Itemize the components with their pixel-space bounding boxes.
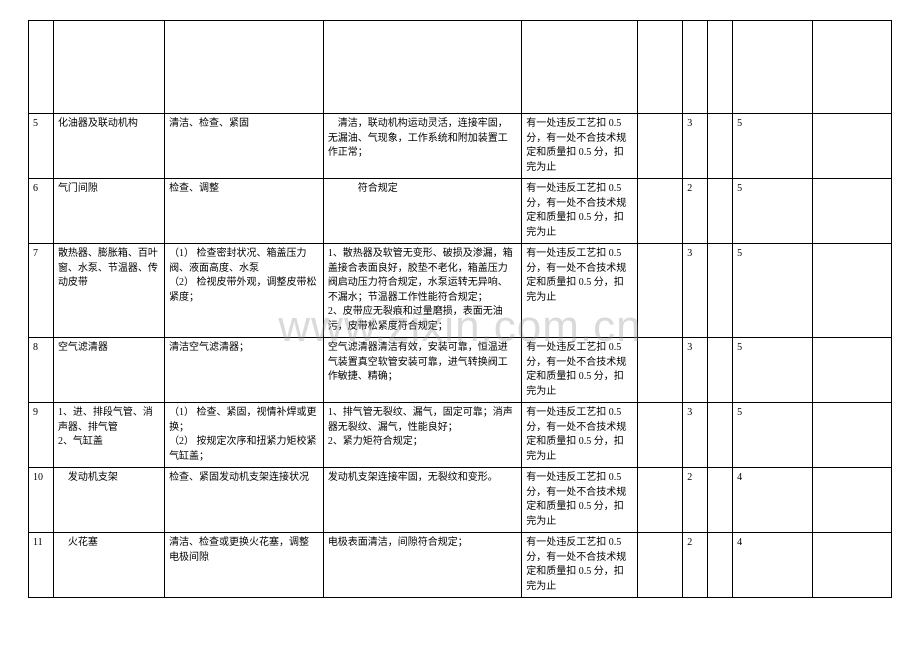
row-number: 6 bbox=[29, 179, 54, 244]
table-row: 6气门间隙检查、调整 符合规定有一处违反工艺扣 0.5 分，有一处不合技术规定和… bbox=[29, 179, 892, 244]
col-7 bbox=[708, 114, 733, 179]
row-number: 5 bbox=[29, 114, 54, 179]
col-9 bbox=[812, 114, 891, 179]
col-8: 5 bbox=[733, 244, 812, 338]
item-name: 火花塞 bbox=[53, 533, 164, 598]
col-6: 2 bbox=[683, 468, 708, 533]
col-5 bbox=[637, 403, 682, 468]
scoring-rule: 有一处违反工艺扣 0.5 分，有一处不合技术规定和质量扣 0.5 分，扣完为止 bbox=[522, 114, 638, 179]
col-6 bbox=[683, 21, 708, 114]
col-6: 3 bbox=[683, 403, 708, 468]
col-8: 5 bbox=[733, 179, 812, 244]
work-content: （1） 检查密封状况、箱盖压力阀、液面高度、水泵（2） 检视皮带外观，调整皮带松… bbox=[165, 244, 324, 338]
col-6: 2 bbox=[683, 179, 708, 244]
col-9 bbox=[812, 338, 891, 403]
col-7 bbox=[708, 179, 733, 244]
item-name: 散热器、膨胀箱、百叶窗、水泵、节温器、传动皮带 bbox=[53, 244, 164, 338]
col-8: 5 bbox=[733, 114, 812, 179]
work-content: 清洁、检查、紧固 bbox=[165, 114, 324, 179]
scoring-rule: 有一处违反工艺扣 0.5 分，有一处不合技术规定和质量扣 0.5 分，扣完为止 bbox=[522, 179, 638, 244]
tech-requirement: 电极表面清洁，间隙符合规定； bbox=[323, 533, 521, 598]
tech-requirement: 1、排气管无裂纹、漏气，固定可靠；消声器无裂纹、漏气，性能良好；2、紧力矩符合规… bbox=[323, 403, 521, 468]
table-row: 8空气滤清器清洁空气滤清器；空气滤清器清洁有效，安装可靠，恒温进气装置真空软管安… bbox=[29, 338, 892, 403]
col-5 bbox=[637, 533, 682, 598]
col-8: 4 bbox=[733, 468, 812, 533]
col-5 bbox=[637, 179, 682, 244]
col-9 bbox=[812, 468, 891, 533]
col-5 bbox=[637, 21, 682, 114]
col-7 bbox=[708, 403, 733, 468]
work-content: 清洁、检查或更换火花塞，调整电极间隙 bbox=[165, 533, 324, 598]
table-row: 5化油器及联动机构清洁、检查、紧固 清洁，联动机构运动灵活，连接牢固，无漏油、气… bbox=[29, 114, 892, 179]
scoring-rule: 有一处违反工艺扣 0.5 分，有一处不合技术规定和质量扣 0.5 分，扣完为止 bbox=[522, 533, 638, 598]
content-table: 5化油器及联动机构清洁、检查、紧固 清洁，联动机构运动灵活，连接牢固，无漏油、气… bbox=[28, 20, 892, 598]
tech-requirement bbox=[323, 21, 521, 114]
item-name: 空气滤清器 bbox=[53, 338, 164, 403]
col-6: 3 bbox=[683, 244, 708, 338]
col-5 bbox=[637, 114, 682, 179]
col-5 bbox=[637, 468, 682, 533]
tech-requirement: 发动机支架连接牢固，无裂纹和变形。 bbox=[323, 468, 521, 533]
row-number: 11 bbox=[29, 533, 54, 598]
table-row: 91、进、排段气管、消声器、排气管2、气缸盖（1） 检查、紧固，视情补焊或更换；… bbox=[29, 403, 892, 468]
table-row: 7散热器、膨胀箱、百叶窗、水泵、节温器、传动皮带（1） 检查密封状况、箱盖压力阀… bbox=[29, 244, 892, 338]
col-7 bbox=[708, 468, 733, 533]
scoring-rule: 有一处违反工艺扣 0.5 分，有一处不合技术规定和质量扣 0.5 分，扣完为止 bbox=[522, 403, 638, 468]
table-row: 11 火花塞清洁、检查或更换火花塞，调整电极间隙电极表面清洁，间隙符合规定；有一… bbox=[29, 533, 892, 598]
tech-requirement: 符合规定 bbox=[323, 179, 521, 244]
table-row bbox=[29, 21, 892, 114]
col-7 bbox=[708, 338, 733, 403]
col-7 bbox=[708, 21, 733, 114]
work-content bbox=[165, 21, 324, 114]
tech-requirement: 空气滤清器清洁有效，安装可靠，恒温进气装置真空软管安装可靠，进气转换阀工作敏捷、… bbox=[323, 338, 521, 403]
tech-requirement: 清洁，联动机构运动灵活，连接牢固，无漏油、气现象，工作系统和附加装置工作正常； bbox=[323, 114, 521, 179]
col-9 bbox=[812, 244, 891, 338]
col-8 bbox=[733, 21, 812, 114]
scoring-rule: 有一处违反工艺扣 0.5 分，有一处不合技术规定和质量扣 0.5 分，扣完为止 bbox=[522, 244, 638, 338]
col-9 bbox=[812, 21, 891, 114]
col-6: 2 bbox=[683, 533, 708, 598]
row-number: 8 bbox=[29, 338, 54, 403]
col-8: 4 bbox=[733, 533, 812, 598]
col-8: 5 bbox=[733, 338, 812, 403]
col-5 bbox=[637, 244, 682, 338]
item-name bbox=[53, 21, 164, 114]
col-9 bbox=[812, 403, 891, 468]
tech-requirement: 1、散热器及软管无变形、破损及渗漏，箱盖接合表面良好，胶垫不老化，箱盖压力阀启动… bbox=[323, 244, 521, 338]
row-number: 9 bbox=[29, 403, 54, 468]
row-number: 7 bbox=[29, 244, 54, 338]
scoring-rule: 有一处违反工艺扣 0.5 分，有一处不合技术规定和质量扣 0.5 分，扣完为止 bbox=[522, 468, 638, 533]
work-content: （1） 检查、紧固，视情补焊或更换；（2） 按规定次序和扭紧力矩校紧气缸盖； bbox=[165, 403, 324, 468]
scoring-rule: 有一处违反工艺扣 0.5 分，有一处不合技术规定和质量扣 0.5 分，扣完为止 bbox=[522, 338, 638, 403]
row-number bbox=[29, 21, 54, 114]
work-content: 检查、调整 bbox=[165, 179, 324, 244]
item-name: 化油器及联动机构 bbox=[53, 114, 164, 179]
col-8: 5 bbox=[733, 403, 812, 468]
item-name: 1、进、排段气管、消声器、排气管2、气缸盖 bbox=[53, 403, 164, 468]
table-row: 10 发动机支架检查、紧固发动机支架连接状况发动机支架连接牢固，无裂纹和变形。有… bbox=[29, 468, 892, 533]
work-content: 清洁空气滤清器； bbox=[165, 338, 324, 403]
col-9 bbox=[812, 179, 891, 244]
col-5 bbox=[637, 338, 682, 403]
row-number: 10 bbox=[29, 468, 54, 533]
col-9 bbox=[812, 533, 891, 598]
item-name: 发动机支架 bbox=[53, 468, 164, 533]
item-name: 气门间隙 bbox=[53, 179, 164, 244]
col-6: 3 bbox=[683, 114, 708, 179]
work-content: 检查、紧固发动机支架连接状况 bbox=[165, 468, 324, 533]
scoring-rule bbox=[522, 21, 638, 114]
col-7 bbox=[708, 244, 733, 338]
col-7 bbox=[708, 533, 733, 598]
col-6: 3 bbox=[683, 338, 708, 403]
